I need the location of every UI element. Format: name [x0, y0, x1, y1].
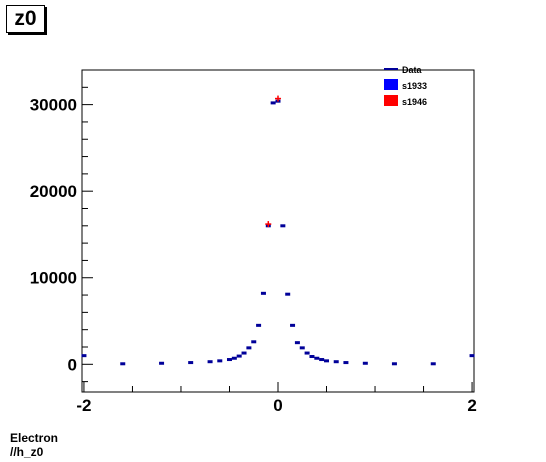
- data-point: [285, 292, 291, 296]
- data-point: [362, 361, 368, 365]
- y-tick-label: 0: [68, 355, 77, 374]
- chart-title: z0: [6, 5, 45, 33]
- data-point: [241, 351, 247, 355]
- data-point: [391, 362, 397, 366]
- legend-label: s1946: [402, 97, 427, 107]
- data-point: [236, 354, 242, 358]
- legend: Data s1933 s1946: [384, 65, 427, 107]
- legend-label: Data: [402, 65, 423, 75]
- legend-box-swatch: [384, 95, 398, 106]
- tick-labels: 0 10000 20000 30000 -2 0 2: [30, 96, 477, 415]
- axis-ticks: [82, 69, 473, 392]
- footer-line-2: //h_z0: [10, 445, 44, 459]
- y-tick-label: 20000: [30, 182, 77, 201]
- x-tick-label: -2: [76, 396, 91, 415]
- data-point: [314, 356, 320, 360]
- data-point: [343, 361, 349, 365]
- data-point: [256, 323, 262, 327]
- data-point: [81, 354, 87, 358]
- plot-frame: [81, 69, 475, 393]
- data-point: [319, 358, 325, 362]
- data-point: [270, 101, 276, 105]
- data-point: [207, 360, 213, 364]
- data-points: [81, 95, 475, 366]
- footer-line-1: Electron: [10, 431, 59, 445]
- data-point: [294, 341, 300, 345]
- data-point: [333, 360, 339, 364]
- data-point: [299, 346, 305, 350]
- legend-box-swatch: [384, 79, 398, 90]
- data-point: [324, 359, 330, 363]
- data-point: [260, 291, 266, 295]
- data-point: [309, 355, 315, 359]
- legend-label: s1933: [402, 81, 427, 91]
- data-point: [159, 361, 165, 365]
- data-point: [226, 358, 232, 362]
- data-point: [188, 361, 194, 365]
- data-point: [430, 362, 436, 366]
- x-tick-label: 2: [467, 396, 476, 415]
- data-point: [304, 351, 310, 355]
- y-tick-label: 30000: [30, 96, 77, 115]
- data-point: [231, 356, 237, 360]
- data-point: [280, 224, 286, 228]
- data-point: [246, 346, 252, 350]
- data-point: [290, 323, 296, 327]
- data-point: [217, 359, 223, 363]
- data-point: [120, 362, 126, 366]
- x-tick-label: 0: [273, 396, 282, 415]
- data-point: [469, 354, 475, 358]
- data-point: [251, 340, 257, 344]
- y-tick-label: 10000: [30, 269, 77, 288]
